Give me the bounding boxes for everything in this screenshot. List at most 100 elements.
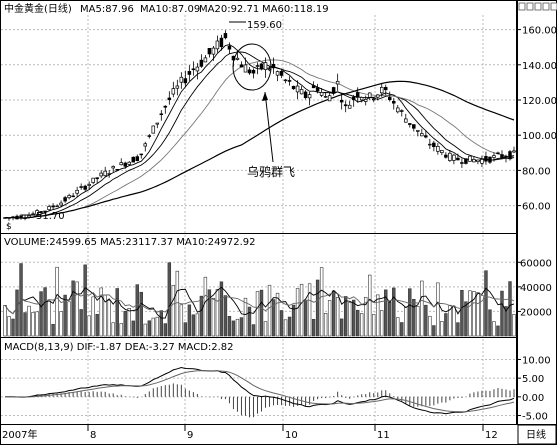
candle bbox=[3, 217, 7, 219]
chart-c-icon[interactable] bbox=[534, 2, 542, 11]
time-axis-label: 12 bbox=[485, 430, 498, 441]
candle bbox=[460, 158, 464, 169]
candle bbox=[63, 195, 67, 203]
macd-header: MACD(8,13,9) DIF:-1.87 DEA:-3.27 MACD:2.… bbox=[4, 342, 234, 353]
volume-bar bbox=[392, 287, 396, 337]
price-tick-label: 100.00 bbox=[522, 131, 557, 142]
candle bbox=[35, 209, 39, 216]
volume-bar bbox=[504, 306, 508, 337]
ma-legend-item: MA60:118.19 bbox=[262, 4, 329, 15]
candle bbox=[151, 125, 156, 134]
volume-bar bbox=[364, 296, 368, 337]
candle bbox=[500, 150, 504, 160]
volume-bar bbox=[351, 299, 356, 337]
candle bbox=[83, 184, 87, 191]
candle bbox=[307, 92, 312, 106]
candle bbox=[159, 110, 164, 121]
volume-bar bbox=[83, 264, 87, 337]
volume-bar bbox=[408, 288, 412, 337]
volume-bar bbox=[91, 296, 95, 337]
candle bbox=[127, 161, 131, 166]
volume-bar bbox=[347, 302, 352, 337]
candle bbox=[327, 92, 332, 102]
volume-bar bbox=[319, 267, 324, 337]
volume-bar bbox=[327, 300, 332, 337]
candle bbox=[199, 54, 204, 68]
volume-bar bbox=[247, 306, 252, 337]
time-axis-frame bbox=[0, 424, 557, 445]
candle bbox=[119, 158, 123, 166]
volume-bar bbox=[404, 307, 408, 337]
volume-tick-label: 40000 bbox=[520, 283, 552, 294]
candle bbox=[343, 100, 348, 113]
volume-bar bbox=[211, 297, 216, 337]
candle bbox=[211, 45, 216, 61]
candle bbox=[131, 156, 136, 163]
volume-bar bbox=[255, 291, 260, 337]
volume-bar bbox=[283, 319, 288, 337]
volume-bar bbox=[259, 289, 264, 337]
volume-bar bbox=[79, 309, 83, 337]
volume-bar bbox=[291, 304, 296, 337]
volume-axis: 60000 40000 20000 bbox=[517, 258, 552, 318]
volume-bar bbox=[452, 305, 456, 337]
ma60-line bbox=[5, 80, 515, 219]
price-grid bbox=[1, 15, 516, 424]
volume-bar bbox=[464, 301, 468, 337]
volume-bar bbox=[179, 304, 184, 337]
volume-bar bbox=[388, 301, 392, 337]
period-button[interactable] bbox=[517, 424, 557, 445]
candle bbox=[359, 96, 364, 103]
candle bbox=[75, 186, 79, 198]
candle bbox=[71, 192, 75, 198]
chart-a-icon[interactable] bbox=[518, 2, 526, 11]
volume-bar bbox=[271, 299, 276, 337]
candle bbox=[271, 57, 276, 74]
candle bbox=[255, 62, 260, 75]
time-axis-label: 11 bbox=[377, 430, 390, 441]
toolbar bbox=[518, 2, 557, 11]
candle bbox=[416, 130, 420, 137]
candle bbox=[115, 168, 119, 171]
candle bbox=[408, 123, 412, 128]
ma5-line bbox=[5, 44, 515, 219]
price-axis: 160.00 140.00 120.00 100.00 80.00 60.00 bbox=[517, 26, 557, 213]
candle bbox=[476, 159, 480, 165]
time-axis-label: 2007年 bbox=[2, 428, 37, 441]
volume-bar bbox=[436, 282, 440, 337]
candle bbox=[444, 152, 448, 159]
chart-d-icon[interactable] bbox=[542, 2, 550, 11]
candle bbox=[155, 122, 160, 129]
price-tick-label: 120.00 bbox=[522, 96, 557, 107]
volume-bar bbox=[15, 289, 19, 337]
volume-tick-label: 20000 bbox=[520, 307, 552, 318]
volume-bar bbox=[488, 309, 492, 337]
price-tick-label: 140.00 bbox=[522, 61, 557, 72]
macd-tick-label: 0.00 bbox=[522, 393, 544, 404]
volume-bar bbox=[279, 310, 284, 337]
candle bbox=[440, 149, 444, 156]
volume-bar bbox=[63, 294, 67, 337]
candle bbox=[195, 63, 200, 80]
candle bbox=[103, 166, 107, 177]
chart-e-icon[interactable] bbox=[550, 2, 557, 11]
chart-b-icon[interactable] bbox=[526, 2, 534, 11]
volume-bar bbox=[215, 289, 220, 337]
volume-bar bbox=[500, 290, 504, 337]
volume-bar bbox=[199, 295, 204, 337]
volume-bar bbox=[311, 319, 316, 337]
ma20-line bbox=[5, 59, 515, 219]
volume-bar bbox=[107, 300, 111, 337]
corner-mark: $ bbox=[6, 222, 12, 232]
volume-bar bbox=[143, 323, 147, 337]
volume-bar bbox=[23, 312, 27, 337]
volume-bar bbox=[123, 310, 127, 337]
volume-bar bbox=[39, 291, 43, 337]
volume-bar bbox=[95, 313, 99, 337]
price-tick-label: 160.00 bbox=[522, 26, 557, 37]
candle bbox=[207, 47, 212, 58]
volume-bar bbox=[307, 283, 312, 337]
volume-bar bbox=[119, 323, 123, 337]
volume-bar bbox=[400, 322, 404, 337]
